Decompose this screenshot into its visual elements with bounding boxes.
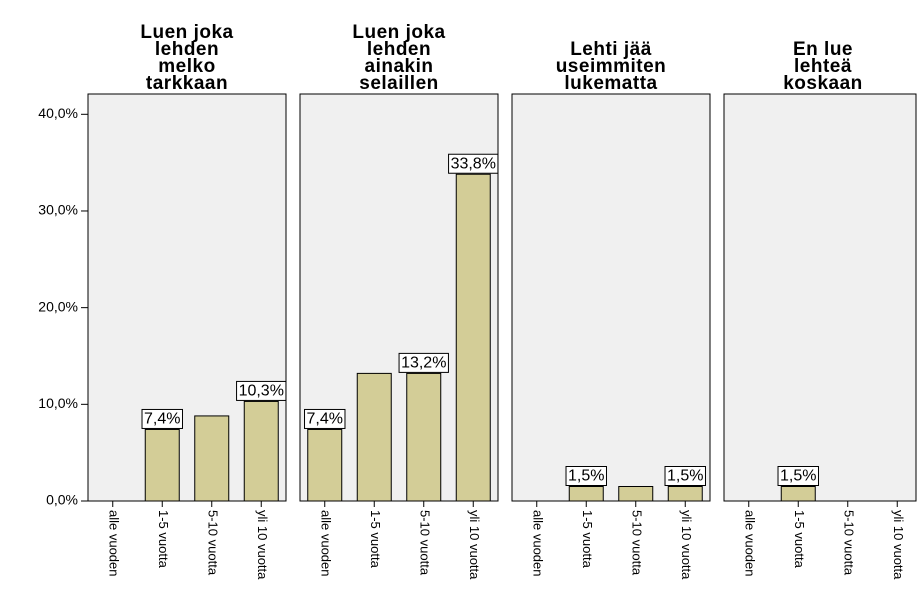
value-label: 10,3% — [239, 383, 284, 400]
x-label-group: 1-5 vuotta — [792, 510, 807, 569]
x-tick-label: 5-10 vuotta — [417, 510, 432, 576]
x-label-group: 5-10 vuotta — [629, 510, 644, 576]
value-label-box — [304, 408, 346, 429]
bar — [667, 485, 703, 502]
x-tick-label: 5-10 vuotta — [629, 510, 644, 576]
x-tick-label: 5-10 vuotta — [841, 510, 856, 576]
value-label-box — [777, 465, 819, 486]
x-label-group: 1-5 vuotta — [156, 510, 171, 569]
value-label-box — [448, 153, 499, 174]
value-label: 1,5% — [780, 468, 816, 485]
bar — [780, 485, 816, 502]
value-label: 7,4% — [307, 411, 343, 428]
x-label-group: yli 10 vuotta — [891, 510, 906, 580]
x-label-group: 1-5 vuotta — [368, 510, 383, 569]
x-label-group: yli 10 vuotta — [467, 510, 482, 580]
bar — [618, 485, 654, 502]
x-label-group: alle vuoden — [318, 510, 333, 577]
y-tick-label: 20,0% — [38, 298, 78, 314]
x-tick-label: yli 10 vuotta — [679, 510, 694, 580]
panel-title: En lue lehteä koskaan — [783, 39, 863, 94]
x-label-group: 5-10 vuotta — [841, 510, 856, 576]
x-tick-label: yli 10 vuotta — [891, 510, 906, 580]
value-label-box — [141, 408, 183, 429]
value-label: 1,5% — [667, 468, 703, 485]
value-label: 7,4% — [144, 411, 180, 428]
x-label-group: alle vuoden — [530, 510, 545, 577]
bar — [194, 415, 230, 502]
bar — [356, 372, 392, 502]
panel-title: Luen joka lehden melko tarkkaan — [140, 22, 234, 94]
value-label-box — [398, 352, 449, 373]
y-tick-label: 30,0% — [38, 202, 78, 218]
panel — [511, 93, 711, 502]
panel-title: Lehti jää useimmiten lukematta — [555, 39, 667, 94]
x-tick-label: 1-5 vuotta — [156, 510, 171, 569]
x-tick-label: yli 10 vuotta — [255, 510, 270, 580]
x-label-group: yli 10 vuotta — [679, 510, 694, 580]
bar — [406, 372, 442, 502]
x-label-group: alle vuoden — [106, 510, 121, 577]
bar — [243, 400, 279, 502]
x-tick-label: alle vuoden — [742, 510, 757, 577]
x-label-group: yli 10 vuotta — [255, 510, 270, 580]
bar — [455, 173, 491, 502]
x-label-group: 1-5 vuotta — [580, 510, 595, 569]
x-label-group: alle vuoden — [742, 510, 757, 577]
x-tick-label: 1-5 vuotta — [368, 510, 383, 569]
bar — [144, 428, 180, 502]
value-label: 33,8% — [451, 155, 496, 172]
panel — [723, 93, 917, 502]
value-label-box — [236, 380, 287, 401]
x-tick-label: alle vuoden — [106, 510, 121, 577]
y-tick-label: 40,0% — [38, 105, 78, 121]
x-label-group: 5-10 vuotta — [205, 510, 220, 576]
x-tick-label: 1-5 vuotta — [792, 510, 807, 569]
bar — [307, 428, 343, 502]
y-tick-label: 0,0% — [46, 492, 78, 508]
x-label-group: 5-10 vuotta — [417, 510, 432, 576]
x-tick-label: 1-5 vuotta — [580, 510, 595, 569]
x-tick-label: yli 10 vuotta — [467, 510, 482, 580]
value-label: 1,5% — [568, 468, 604, 485]
value-label: 13,2% — [401, 355, 446, 372]
panel-title: Luen joka lehden ainakin selaillen — [352, 22, 446, 94]
x-tick-label: alle vuoden — [530, 510, 545, 577]
x-tick-label: alle vuoden — [318, 510, 333, 577]
value-label-box — [565, 465, 607, 486]
x-tick-label: 5-10 vuotta — [205, 510, 220, 576]
y-tick-label: 10,0% — [38, 395, 78, 411]
bar — [568, 485, 604, 502]
value-label-box — [664, 465, 706, 486]
